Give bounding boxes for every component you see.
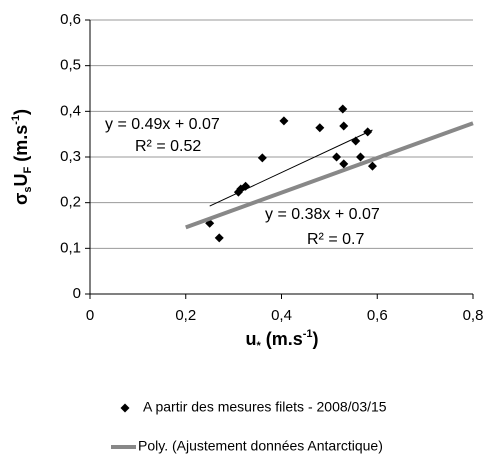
y-tick-label: 0,4: [60, 102, 81, 119]
x-tick-label: 0,2: [175, 307, 196, 324]
fit-line: [209, 129, 373, 207]
x-axis-label-part: *: [256, 340, 261, 352]
x-tick-label: 0: [86, 307, 94, 324]
y-axis-label-part: s: [22, 187, 34, 193]
y-tick-label: 0,3: [60, 148, 81, 165]
y-tick-label: 0: [73, 285, 81, 302]
data-point: [367, 161, 377, 171]
data-point: [315, 123, 325, 133]
x-tick-label: 0,4: [271, 307, 292, 324]
x-tick-label: 0,8: [463, 307, 484, 324]
y-tick-label: 0,2: [60, 194, 81, 211]
y-axis-label: σsUF (m.s-1): [10, 109, 34, 205]
y-axis-label-part: σ: [11, 193, 31, 205]
data-point: [339, 159, 349, 169]
legend-label: Poly. (Ajustement données Antarctique): [138, 438, 383, 454]
y-axis-label-part: -1: [10, 115, 22, 125]
y-tick-label: 0,6: [60, 11, 81, 28]
data-point: [279, 116, 289, 126]
y-tick-label: 0,5: [60, 57, 81, 74]
data-point: [332, 152, 342, 162]
y-axis-label-part: F: [22, 167, 34, 174]
x-axis-label-part: u: [245, 329, 256, 349]
data-point: [214, 233, 224, 243]
annotation: R² = 0.52: [135, 138, 201, 155]
data-point: [355, 152, 365, 162]
x-axis-label-part: -1: [303, 328, 313, 340]
x-tick-label: 0,6: [367, 307, 388, 324]
y-axis-label-part: U: [11, 174, 31, 187]
trend-line: [185, 121, 474, 230]
annotation: R² = 0.7: [307, 231, 364, 248]
x-axis-label-part: ): [313, 329, 319, 349]
data-point: [257, 153, 267, 163]
y-axis-label-part: (m.s: [11, 125, 31, 167]
legend-marker: [120, 403, 130, 413]
y-axis-label-part: ): [11, 109, 31, 115]
data-point: [339, 121, 349, 131]
annotation: y = 0.49x + 0.07: [105, 116, 220, 133]
y-tick-label: 0,1: [60, 239, 81, 256]
legend-label: A partir des mesures filets - 2008/03/15: [143, 399, 387, 415]
x-axis-label: u* (m.s-1): [245, 328, 318, 352]
x-axis-label-part: (m.s: [261, 329, 303, 349]
data-point: [338, 104, 348, 114]
annotation: y = 0.38x + 0.07: [265, 206, 380, 223]
